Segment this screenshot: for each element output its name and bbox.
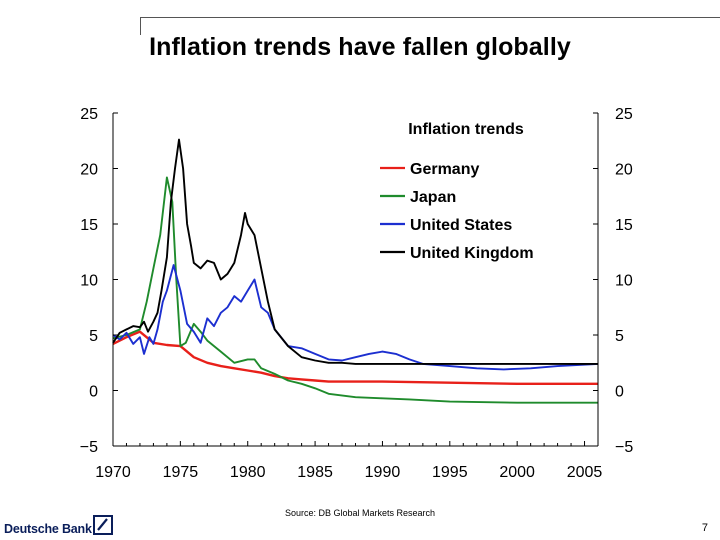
y-tick-label-left: −5 xyxy=(80,439,98,456)
y-tick-label-right: 25 xyxy=(615,106,633,123)
x-tick-label: 1975 xyxy=(163,464,199,481)
page-number: 7 xyxy=(701,522,708,534)
x-tick-label: 2005 xyxy=(567,464,603,481)
series-line-japan xyxy=(112,176,598,404)
y-tick-label-right: 5 xyxy=(615,328,624,345)
y-tick-label-left: 5 xyxy=(89,328,98,345)
legend-label-germany: Germany xyxy=(410,161,479,178)
x-tick-label: 1970 xyxy=(95,464,131,481)
x-tick-label: 1980 xyxy=(230,464,266,481)
y-tick-label-left: 25 xyxy=(80,106,98,123)
series-line-germany xyxy=(112,330,598,385)
title-rule-horizontal xyxy=(140,17,720,18)
y-tick-label-right: 10 xyxy=(615,273,633,290)
source-note: Source: DB Global Markets Research xyxy=(284,508,436,518)
y-tick-label-left: 0 xyxy=(89,384,98,401)
legend-label-japan: Japan xyxy=(410,189,456,206)
y-tick-label-left: 20 xyxy=(80,162,98,179)
y-tick-label-right: 0 xyxy=(615,384,624,401)
brand-name: Deutsche Bank xyxy=(4,522,92,536)
series-line-united-kingdom xyxy=(112,138,598,365)
x-tick-label: 1985 xyxy=(297,464,333,481)
deutsche-bank-logo-icon xyxy=(93,515,113,535)
x-tick-label: 2000 xyxy=(499,464,535,481)
chart-title: Inflation trends xyxy=(408,121,524,138)
y-tick-label-right: 15 xyxy=(615,217,633,234)
y-tick-label-left: 10 xyxy=(80,273,98,290)
y-tick-label-left: 15 xyxy=(80,217,98,234)
legend-label-united-states: United States xyxy=(410,217,512,234)
series-line-united-states xyxy=(112,264,599,371)
x-tick-label: 1990 xyxy=(365,464,401,481)
y-tick-label-right: −5 xyxy=(615,439,633,456)
title-rule-vertical xyxy=(140,17,141,35)
slide-title: Inflation trends have fallen globally xyxy=(149,33,571,61)
x-tick-label: 1995 xyxy=(432,464,468,481)
legend-label-united-kingdom: United Kingdom xyxy=(410,245,534,262)
y-tick-label-right: 20 xyxy=(615,162,633,179)
